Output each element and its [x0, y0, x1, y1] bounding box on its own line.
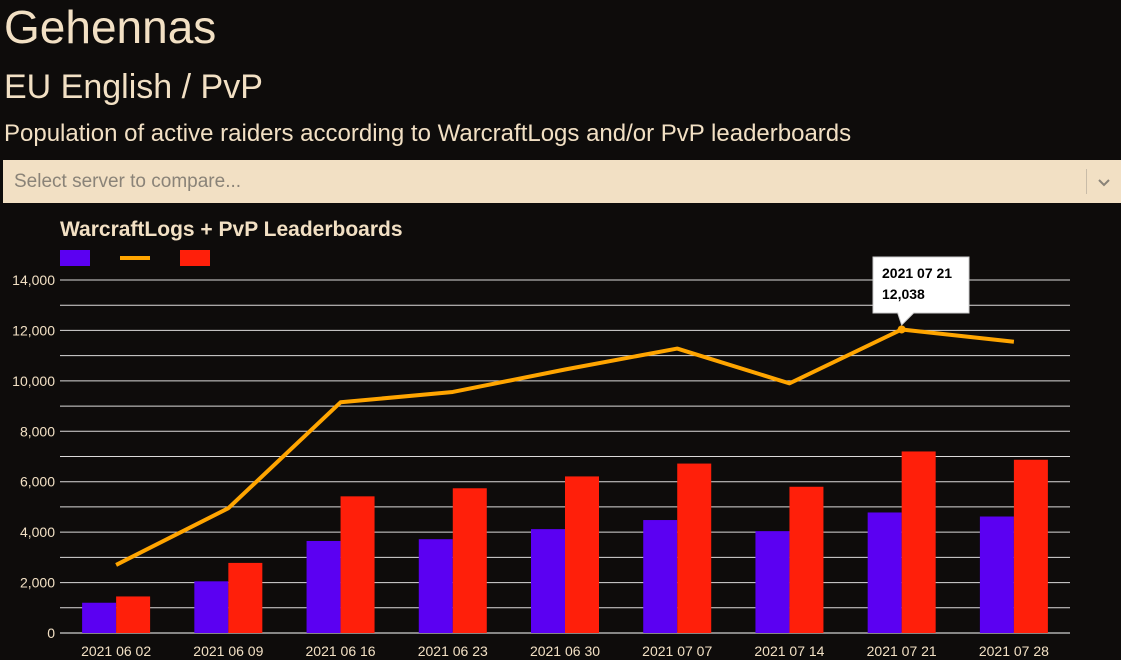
x-tick-label: 2021 07 21 [867, 643, 937, 659]
y-tick-label: 12,000 [12, 322, 55, 338]
bar [340, 496, 375, 633]
y-tick-label: 4,000 [20, 524, 55, 540]
x-axis-ticks: 2021 06 02 2021 06 09 2021 06 16 2021 06 23… [81, 643, 1049, 659]
line-point [897, 325, 906, 334]
bar [1013, 459, 1048, 633]
bar [867, 512, 902, 633]
x-tick-label: 2021 06 09 [193, 643, 263, 659]
population-chart: WarcraftLogs + PvP Leaderboards 0 2,000 4,… [12, 218, 1070, 659]
compare-server-select[interactable]: Select server to compare... [3, 160, 1121, 203]
chart-tooltip: 2021 07 21 12,038 [872, 256, 970, 326]
y-tick-label: 14,000 [12, 272, 55, 288]
x-tick-label: 2021 06 16 [306, 643, 376, 659]
y-tick-label: 2,000 [20, 575, 55, 591]
x-tick-label: 2021 07 07 [642, 643, 712, 659]
chevron-down-icon[interactable] [1095, 173, 1113, 191]
bar [418, 539, 453, 633]
bar [789, 486, 824, 633]
bar [116, 596, 151, 633]
tooltip-value: 12,038 [882, 286, 925, 302]
chart-title: WarcraftLogs + PvP Leaderboards [60, 218, 403, 241]
bar [755, 531, 790, 633]
chart-bars [82, 451, 1048, 633]
bar [643, 520, 678, 633]
server-region: EU English / PvP [4, 68, 263, 106]
x-tick-label: 2021 07 28 [979, 643, 1049, 659]
x-tick-label: 2021 06 23 [418, 643, 488, 659]
series-line [115, 327, 1015, 567]
bar [82, 602, 117, 633]
bar [194, 581, 229, 633]
bar [228, 562, 263, 633]
bar [306, 540, 341, 633]
bar [565, 476, 599, 633]
legend-swatch [60, 250, 90, 266]
select-separator [1086, 169, 1087, 194]
server-name: Gehennas [4, 1, 217, 53]
legend-swatch [180, 250, 210, 266]
bar [677, 463, 712, 633]
y-tick-label: 8,000 [20, 423, 55, 439]
x-tick-label: 2021 06 02 [81, 643, 151, 659]
y-axis-ticks: 0 2,000 4,000 6,000 8,000 10,000 12,000 14,000 [12, 272, 55, 641]
chart-legend [60, 250, 210, 266]
tooltip-category: 2021 07 21 [882, 265, 952, 281]
legend-swatch [120, 256, 150, 260]
chart-line [115, 325, 1015, 567]
compare-server-placeholder: Select server to compare... [14, 171, 242, 192]
bar [452, 488, 487, 633]
x-tick-label: 2021 06 30 [530, 643, 600, 659]
tooltip-box [872, 256, 970, 326]
y-tick-label: 0 [47, 625, 55, 641]
page-description: Population of active raiders according t… [4, 120, 852, 147]
y-tick-label: 6,000 [20, 474, 55, 490]
bar [531, 529, 565, 633]
bar [901, 451, 936, 633]
bar [979, 516, 1014, 633]
y-tick-label: 10,000 [12, 373, 55, 389]
x-tick-label: 2021 07 14 [754, 643, 824, 659]
